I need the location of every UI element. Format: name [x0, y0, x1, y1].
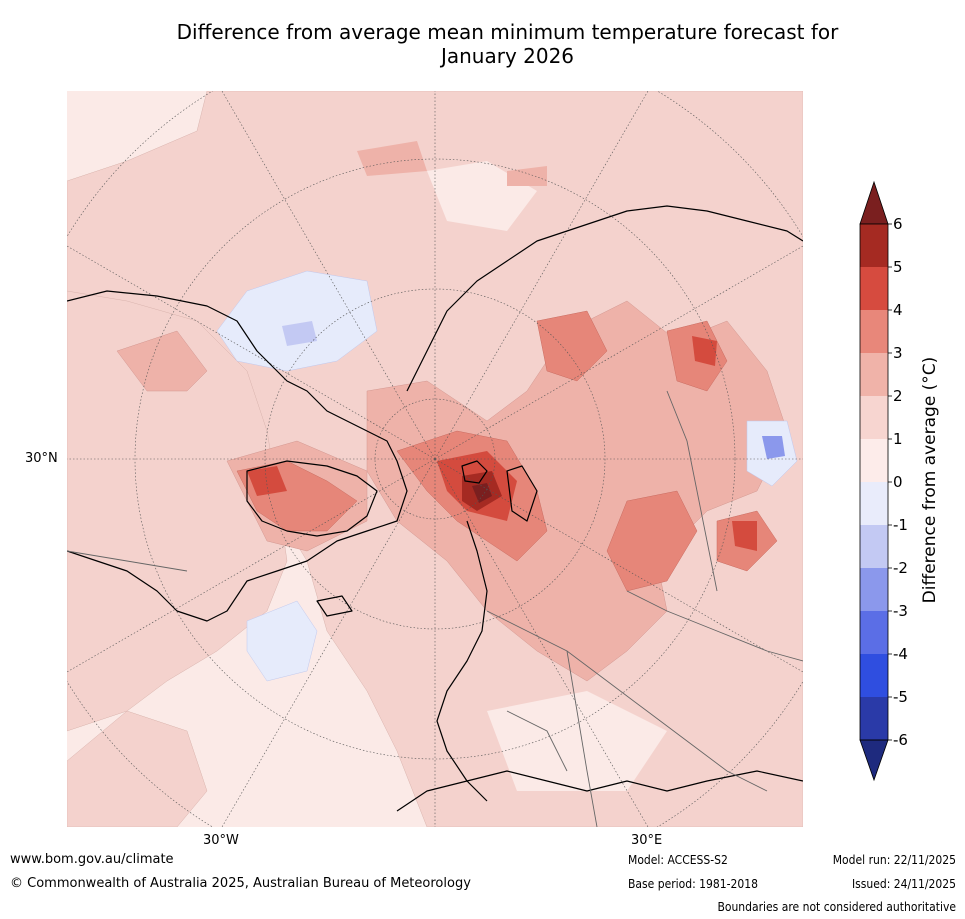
anomaly-region-negative-bering	[216, 270, 378, 372]
colorbar-tick-label: -6	[893, 731, 908, 749]
anomaly-region-negative-atlantic	[246, 600, 318, 682]
coastline-eurasia	[406, 205, 803, 392]
anomaly-region-negative-asia-core	[762, 436, 785, 459]
coastline-svalbard	[461, 460, 488, 484]
colorbar-swatch	[860, 654, 888, 697]
coastline-scandinavia	[436, 520, 488, 802]
colorbar-tick-label: 1	[893, 430, 903, 448]
colorbar-swatches	[859, 180, 889, 782]
longitude-label-30e: 30°E	[631, 833, 663, 848]
colorbar-label: Difference from average (°C)	[920, 357, 940, 604]
longitude-label-30w: 30°W	[203, 833, 239, 848]
coastline-iceland	[316, 595, 353, 617]
colorbar-swatch	[860, 697, 888, 740]
footer-base-period: Base period: 1981-2018	[628, 877, 759, 891]
colorbar-extend-top	[859, 180, 889, 225]
colorbar-ticks: 6 5 4 3 2 1 0 -1 -2 -3 -4 -5 -6	[888, 215, 908, 749]
latitude-label-30n: 30°N	[25, 451, 58, 466]
anomaly-region-6plus-barents	[472, 483, 492, 503]
anomaly-region-1to2-sw	[67, 710, 208, 827]
anomaly-region-3to4-yakutia	[536, 310, 608, 382]
colorbar-tick-label: -4	[893, 645, 908, 663]
coastline-novaya-zemlya	[506, 465, 538, 522]
title-line-1: Difference from average mean minimum tem…	[176, 20, 839, 44]
footer-copyright: © Commonwealth of Australia 2025, Austra…	[10, 876, 471, 891]
colorbar-swatch	[860, 439, 888, 482]
colorbar-swatch	[860, 310, 888, 353]
colorbar-swatch	[860, 482, 888, 525]
coastline-north-america	[67, 290, 408, 622]
title-line-2: January 2026	[440, 44, 575, 68]
colorbar-extend-bottom	[859, 739, 889, 782]
colorbar-swatch	[860, 568, 888, 611]
anomaly-region-4to5-asia	[732, 521, 757, 551]
colorbar-swatch	[860, 611, 888, 654]
anomaly-region-4to5-siberia	[692, 336, 717, 366]
colorbar-swatch	[860, 224, 888, 267]
coastline-europe-south	[396, 770, 803, 812]
colorbar-swatch	[860, 267, 888, 310]
anomaly-region-3to4-russia	[606, 490, 698, 592]
colorbar-tick-label: 5	[893, 258, 903, 276]
anomaly-region-4to5-greenland	[247, 466, 287, 496]
footer-issued: Issued: 24/11/2025	[851, 877, 956, 891]
footer-url[interactable]: www.bom.gov.au/climate	[10, 852, 174, 867]
colorbar-tick-label: 3	[893, 344, 903, 362]
colorbar-tick-label: 2	[893, 387, 903, 405]
anomaly-region-negative-bering-core	[282, 321, 317, 346]
colorbar: 6 5 4 3 2 1 0 -1 -2 -3 -4 -5 -6 Difference from aver…	[859, 180, 940, 782]
colorbar-tick-label: 4	[893, 301, 903, 319]
colorbar-tick-label: 6	[893, 215, 903, 233]
footer-model: Model: ACCESS-S2	[628, 853, 728, 867]
colorbar-swatch	[860, 396, 888, 439]
colorbar-tick-label: -2	[893, 559, 908, 577]
map-title: Difference from average mean minimum tem…	[60, 20, 955, 68]
colorbar-swatch	[860, 353, 888, 396]
colorbar-tick-label: -3	[893, 602, 908, 620]
colorbar-tick-label: -5	[893, 688, 908, 706]
footer-boundaries-note: Boundaries are not considered authoritat…	[717, 900, 956, 914]
coastline-greenland	[246, 460, 378, 537]
country-boundaries	[67, 390, 803, 827]
anomaly-region-2to3-alaska	[116, 330, 208, 392]
graticule	[67, 91, 803, 827]
colorbar-tick-label: -1	[893, 516, 908, 534]
anomaly-region-0to1-europe	[487, 691, 667, 791]
anomaly-region-2to3-arctic-ocean	[357, 141, 427, 176]
coastlines	[67, 205, 803, 812]
footer-model-run: Model run: 22/11/2025	[832, 853, 956, 867]
forecast-map	[67, 91, 803, 827]
colorbar-tick-label: 0	[893, 473, 903, 491]
anomaly-region-2to3-pacific	[507, 166, 547, 186]
colorbar-swatch	[860, 525, 888, 568]
